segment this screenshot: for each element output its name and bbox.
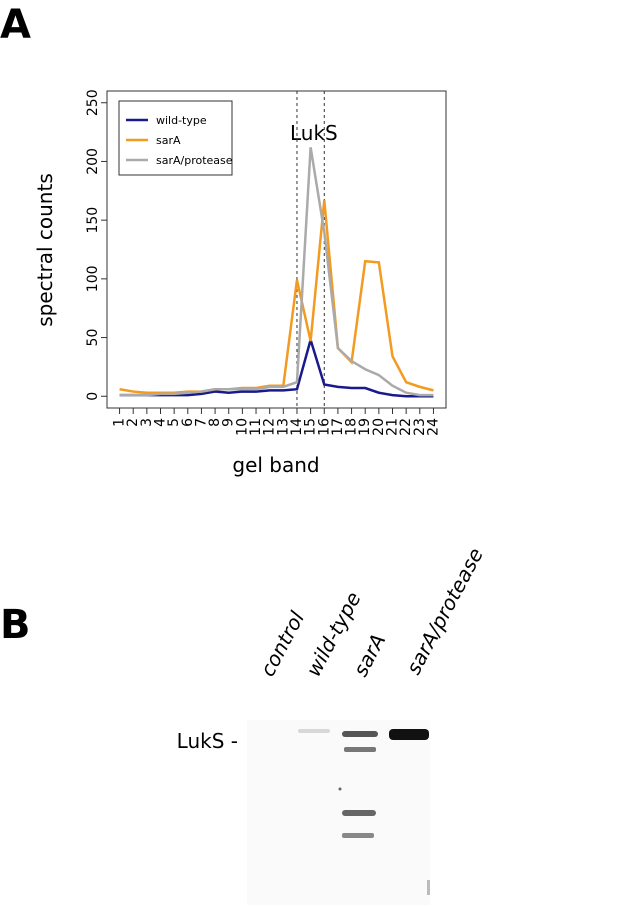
blot-spot xyxy=(338,787,342,791)
y-axis-label: spectral counts xyxy=(33,173,57,327)
annotation: LukS xyxy=(290,121,338,145)
blot-band xyxy=(389,729,429,740)
y-tick-label: 250 xyxy=(85,89,101,116)
x-tick-label: 12 xyxy=(262,418,278,436)
x-tick-label: 17 xyxy=(330,418,346,436)
x-tick-label: 4 xyxy=(152,418,168,427)
x-tick-label: 15 xyxy=(303,418,319,436)
series-line xyxy=(119,147,434,397)
x-tick-label: 16 xyxy=(316,418,332,436)
x-tick-label: 21 xyxy=(385,418,401,436)
x-tick-label: 5 xyxy=(166,418,182,427)
blot-marker: LukS - xyxy=(177,729,238,753)
series-line xyxy=(119,200,434,394)
x-tick-label: 8 xyxy=(207,418,223,427)
x-tick-label: 10 xyxy=(234,418,250,436)
blot-edge xyxy=(427,880,430,895)
blot-band xyxy=(298,729,330,733)
x-tick-label: 13 xyxy=(275,418,291,436)
legend-box xyxy=(118,100,233,176)
lane-label: sarA/protease xyxy=(401,544,488,679)
blot-band xyxy=(344,747,376,752)
plot-frame xyxy=(106,90,447,409)
blot-band xyxy=(342,833,374,838)
y-tick-label: 50 xyxy=(85,329,101,347)
x-tick-label: 18 xyxy=(344,418,360,436)
x-tick-label: 24 xyxy=(425,418,441,436)
legend-label: wild-type xyxy=(156,114,207,127)
y-tick-label: 200 xyxy=(85,148,101,175)
y-tick-label: 100 xyxy=(85,265,101,292)
x-tick-label: 22 xyxy=(398,418,414,436)
x-tick-label: 6 xyxy=(180,418,196,427)
legend-label: sarA/protease xyxy=(156,154,233,167)
blot-band xyxy=(342,731,378,737)
x-axis-label: gel band xyxy=(232,453,319,477)
panel-label: B xyxy=(0,602,31,648)
y-tick-label: 0 xyxy=(85,392,101,401)
x-tick-label: 7 xyxy=(193,418,209,427)
blot-image xyxy=(247,720,430,905)
x-tick-label: 23 xyxy=(412,418,428,436)
lane-label: sarA xyxy=(348,630,390,681)
y-tick-label: 150 xyxy=(85,207,101,234)
panel-label: A xyxy=(0,2,31,48)
x-tick-label: 20 xyxy=(371,418,387,436)
x-tick-label: 14 xyxy=(289,418,305,436)
x-tick-label: 2 xyxy=(125,418,141,427)
x-tick-label: 19 xyxy=(357,418,373,436)
x-tick-label: 11 xyxy=(248,418,264,436)
x-tick-label: 3 xyxy=(139,418,155,427)
legend-label: sarA xyxy=(156,134,181,147)
x-tick-label: 1 xyxy=(112,418,128,427)
blot-band xyxy=(342,810,376,816)
x-tick-label: 9 xyxy=(221,418,237,427)
